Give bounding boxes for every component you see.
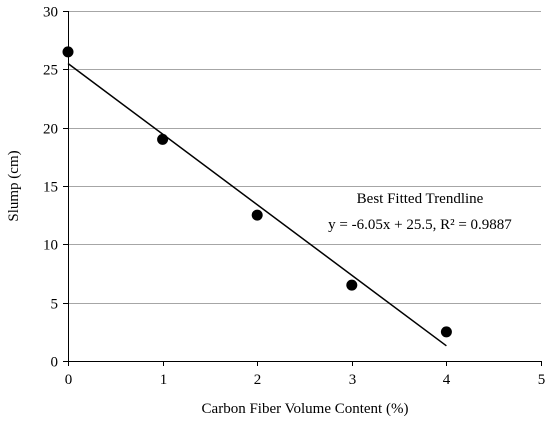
y-tick-label-20: 20 (43, 122, 58, 138)
grid-lines (68, 11, 541, 304)
x-tick-label-0: 0 (65, 372, 73, 388)
y-tick-label-0: 0 (51, 355, 59, 371)
y-tick-label-10: 10 (43, 238, 58, 254)
trendline-annotation-equation: y = -6.05x + 25.5, R² = 0.9887 (328, 217, 512, 233)
data-points (62, 46, 452, 338)
data-point-2 (251, 209, 263, 221)
data-point-4 (440, 326, 452, 338)
tick-labels: 0 5 10 15 20 25 30 0 1 2 3 4 5 (43, 5, 545, 389)
axes (63, 11, 542, 366)
y-tick-label-30: 30 (43, 5, 58, 21)
trendline-layer (67, 62, 447, 347)
data-point-1 (157, 133, 169, 145)
y-tick-label-25: 25 (43, 63, 58, 79)
x-tick-label-4: 4 (443, 372, 451, 388)
data-point-3 (346, 279, 358, 291)
x-axis-title: Carbon Fiber Volume Content (%) (202, 401, 409, 417)
y-tick-label-15: 15 (43, 180, 58, 196)
data-point-0 (62, 46, 74, 58)
trendline (67, 62, 447, 347)
trendline-annotation-title: Best Fitted Trendline (357, 191, 484, 207)
y-tick-label-5: 5 (51, 297, 59, 313)
y-axis-title: Slump (cm) (6, 150, 22, 221)
x-tick-label-1: 1 (160, 372, 168, 388)
x-tick-label-2: 2 (254, 372, 262, 388)
x-tick-label-5: 5 (538, 372, 546, 388)
x-tick-label-3: 3 (349, 372, 357, 388)
